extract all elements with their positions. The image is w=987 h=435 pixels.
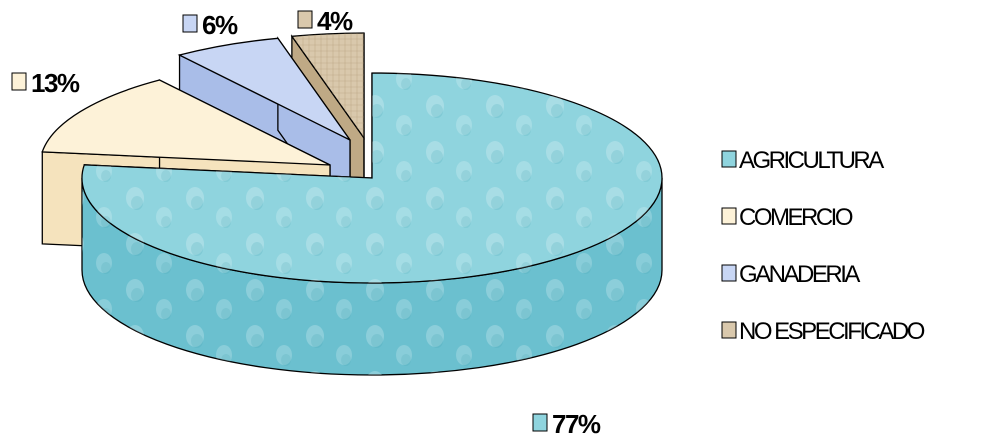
legend-swatch <box>721 321 737 339</box>
value-label-comercio: 13% <box>31 68 80 98</box>
legend-item-comercio: COMERCIO <box>739 204 853 231</box>
value-label-swatch <box>182 14 198 33</box>
legend-swatch <box>721 264 737 282</box>
pie-slice-agricultura <box>81 72 663 376</box>
value-label-swatch <box>297 10 313 29</box>
value-label-ganaderia: 6% <box>202 10 238 40</box>
legend-item-no-especificado: NO ESPECIFICADO <box>739 318 925 345</box>
value-label-agricultura: 77% <box>552 409 601 435</box>
legend-swatch <box>721 150 737 168</box>
value-label-no-especificado: 4% <box>317 6 353 36</box>
value-label-swatch <box>532 413 548 432</box>
legend-item-ganaderia: GANADERIA <box>739 261 860 288</box>
legend-item-agricultura: AGRICULTURA <box>739 147 884 174</box>
value-label-swatch <box>11 72 27 91</box>
legend-swatch <box>721 207 737 225</box>
